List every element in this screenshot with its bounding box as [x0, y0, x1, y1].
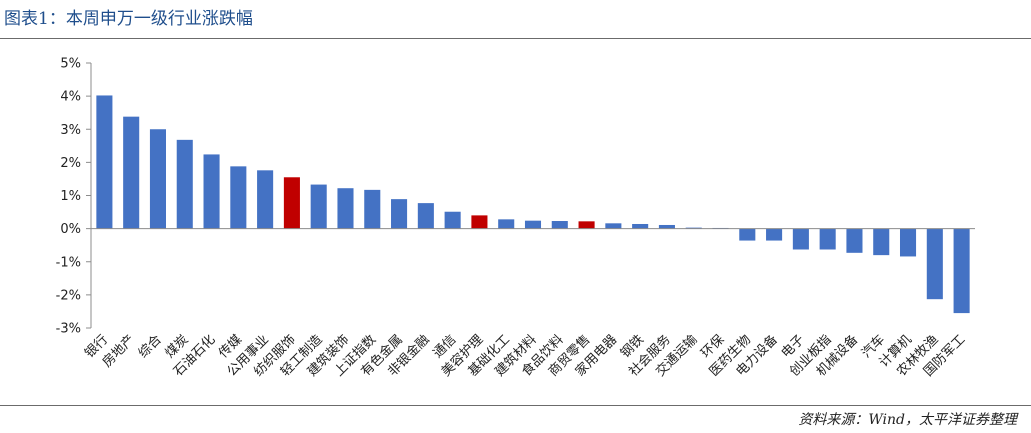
bar-5	[203, 154, 220, 229]
bar-15	[471, 215, 488, 229]
bar-2	[123, 116, 140, 229]
bar-33	[953, 228, 970, 314]
bar-7	[257, 170, 274, 229]
bar-28	[819, 228, 836, 250]
y-tick-label: 2%	[60, 156, 81, 171]
bar-30	[873, 228, 890, 256]
source-note: 资料来源：Wind，太平洋证券整理	[798, 412, 1017, 428]
bar-31	[899, 228, 917, 257]
category-labels: 银行房地产综合煤炭石油石化传媒公用事业纺织服饰轻工制造建筑装饰上证指数有色金属非…	[82, 332, 968, 380]
bar-20	[605, 223, 622, 229]
bottom-divider	[0, 405, 1031, 406]
bar-16	[498, 219, 515, 229]
bar-4	[176, 139, 193, 229]
y-axis: 5% 4% 3% 2% 1% 0% -1% -2% -3%	[56, 57, 92, 337]
bar-32	[926, 228, 943, 300]
bar-13	[417, 203, 434, 229]
bar-22	[658, 224, 675, 229]
bar-18	[551, 221, 568, 229]
y-tick-label: 0%	[60, 222, 81, 237]
bar-1	[96, 95, 113, 229]
bar-12	[391, 199, 408, 229]
bar-10	[337, 188, 354, 229]
bar-chart: 5% 4% 3% 2% 1% 0% -1% -2% -3% 银行房地产综合煤炭石油石化传媒公用事…	[56, 57, 975, 380]
bar-26	[766, 228, 783, 241]
bar-14	[444, 211, 461, 229]
bar-11	[364, 189, 381, 229]
top-divider	[0, 38, 1031, 39]
bars	[96, 95, 970, 314]
bar-21	[632, 223, 649, 229]
y-tick-label: -1%	[56, 255, 81, 270]
bar-25	[739, 228, 756, 241]
y-tick-label: 1%	[60, 189, 81, 204]
bar-17	[524, 220, 542, 229]
y-tick-label: 5%	[60, 57, 81, 72]
bar-19	[578, 221, 595, 229]
y-tick-label: -2%	[56, 288, 81, 303]
figure-title: 图表1：本周申万一级行业涨跌幅	[4, 9, 253, 29]
category-label: 综合	[136, 332, 165, 361]
bar-8	[283, 177, 300, 229]
bar-27	[792, 228, 809, 250]
bar-6	[230, 166, 247, 229]
bar-9	[310, 184, 327, 229]
y-tick-label: 4%	[60, 90, 81, 105]
bar-29	[846, 228, 863, 253]
bar-3	[149, 129, 166, 229]
y-tick-label: -3%	[56, 322, 81, 337]
y-tick-label: 3%	[60, 123, 81, 138]
